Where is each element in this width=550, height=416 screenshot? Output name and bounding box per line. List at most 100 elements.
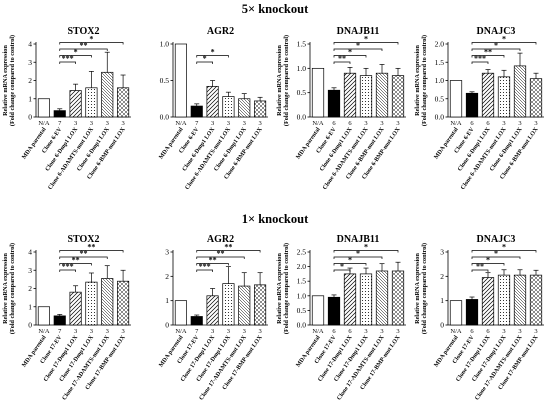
y-tick-label: 1.0: [297, 291, 307, 300]
chart-dnajb11-1x: DNAJB11 Relative mRNA expression (Fold cha…: [276, 234, 406, 402]
y-tick-label: 1.0: [160, 40, 170, 49]
bar: [238, 98, 251, 118]
bar: [375, 270, 389, 326]
chart-dnajb11-5x: DNAJB11 Relative mRNA expression (Fold cha…: [276, 26, 406, 191]
significance-bracket: [333, 55, 367, 58]
bar: [529, 274, 543, 326]
bar: [481, 277, 495, 326]
bar: [529, 78, 543, 118]
y-tick-label: 0: [28, 321, 32, 330]
y-tick-label: 1: [440, 296, 444, 305]
y-tick-label: 0.5: [160, 76, 170, 85]
significance-bracket: [59, 269, 76, 272]
bar: [513, 65, 527, 118]
y-axis-label: Relative mRNA expression: [414, 253, 421, 324]
significance-label: **: [224, 243, 232, 252]
y-axis-label: Relative mRNA expression: [2, 45, 9, 116]
n-label: 3: [74, 120, 77, 127]
y-tick-label: 1.5: [435, 58, 445, 67]
n-label: N/A: [312, 328, 324, 335]
y-tick-label: 1.0: [297, 64, 307, 73]
significance-label: *: [340, 262, 344, 271]
y-tick-label: 3: [28, 266, 32, 275]
bar: [37, 306, 50, 326]
chart-title: AGR2: [207, 26, 234, 37]
bar: [174, 300, 187, 326]
bar: [85, 281, 98, 326]
y-tick-label: 1: [165, 296, 169, 305]
bar: [85, 87, 98, 118]
bar: [53, 315, 66, 326]
n-label: 3: [243, 120, 246, 127]
y-tick-label: 0.0: [160, 113, 170, 122]
significance-label: **: [217, 249, 225, 258]
y-axis-label: Relative mRNA expression: [2, 253, 9, 324]
y-tick-label: 2: [28, 284, 32, 293]
bar: [449, 80, 463, 118]
chart-dnajc3-5x: DNAJC3 Relative mRNA expression (Fold chan…: [414, 26, 544, 191]
n-label: 3: [106, 328, 109, 335]
significance-label: *: [211, 48, 215, 57]
bar: [190, 316, 203, 326]
n-label: 3: [534, 120, 537, 127]
bar: [449, 300, 463, 326]
y-tick-label: 0.5: [435, 94, 445, 103]
bar: [206, 85, 219, 118]
n-label: 3: [396, 120, 399, 127]
significance-label: ***: [199, 262, 211, 271]
bar: [254, 100, 267, 118]
n-label: 3: [502, 328, 505, 335]
n-label: 3: [90, 328, 93, 335]
bar: [254, 284, 267, 326]
significance-bracket: [59, 61, 76, 64]
n-label: 3: [106, 120, 109, 127]
chart-dnajc3-1x: DNAJC3 Relative mRNA expression (Fold chan…: [414, 234, 544, 402]
bar: [391, 75, 405, 118]
bar: [465, 299, 479, 326]
y-tick-label: 0.0: [297, 321, 307, 330]
n-label: 3: [380, 120, 383, 127]
y-axis-label: Relative mRNA expression: [276, 45, 283, 116]
n-label: N/A: [38, 328, 50, 335]
significance-label: *: [356, 249, 360, 258]
bar: [206, 295, 219, 326]
significance-label: ***: [474, 54, 486, 63]
chart-stox2-5x: STOX2 Relative mRNA expression (Fold chang…: [2, 26, 131, 191]
n-label: N/A: [450, 120, 462, 127]
y-tick-label: 0: [165, 321, 169, 330]
n-label: 7: [195, 120, 199, 127]
y-axis-label: (Fold change compared to control): [283, 243, 290, 334]
significance-bracket: [471, 263, 505, 266]
y-tick-label: 1.0: [435, 76, 445, 85]
n-label: 3: [243, 328, 246, 335]
y-tick-label: 0: [28, 113, 32, 122]
significance-bracket: [59, 42, 124, 45]
y-tick-label: 2: [28, 76, 32, 85]
significance-label: **: [72, 256, 80, 265]
y-axis-label: (Fold change compared to control): [9, 243, 16, 334]
bar: [311, 295, 325, 326]
significance-label: **: [80, 249, 88, 258]
chart-title: DNAJC3: [477, 26, 516, 37]
y-tick-label: 2: [440, 272, 444, 281]
y-axis-label: (Fold change compared to control): [9, 35, 16, 126]
n-label: 3: [258, 120, 261, 127]
significance-bracket: [471, 256, 521, 259]
category-label: MDA parental: [21, 126, 47, 160]
y-tick-label: 2.0: [435, 40, 445, 49]
bar: [53, 110, 66, 118]
n-label: 6: [348, 120, 352, 127]
n-label: 3: [90, 120, 93, 127]
significance-label: **: [80, 41, 88, 50]
y-tick-label: 1: [28, 94, 32, 103]
bar: [465, 92, 479, 118]
significance-label: **: [484, 48, 492, 57]
bar: [481, 72, 495, 118]
bar: [69, 90, 82, 118]
bar: [343, 72, 357, 118]
significance-bracket: [59, 256, 108, 259]
significance-label: ***: [62, 54, 74, 63]
y-tick-label: 1.5: [297, 277, 307, 286]
n-label: 3: [364, 328, 367, 335]
